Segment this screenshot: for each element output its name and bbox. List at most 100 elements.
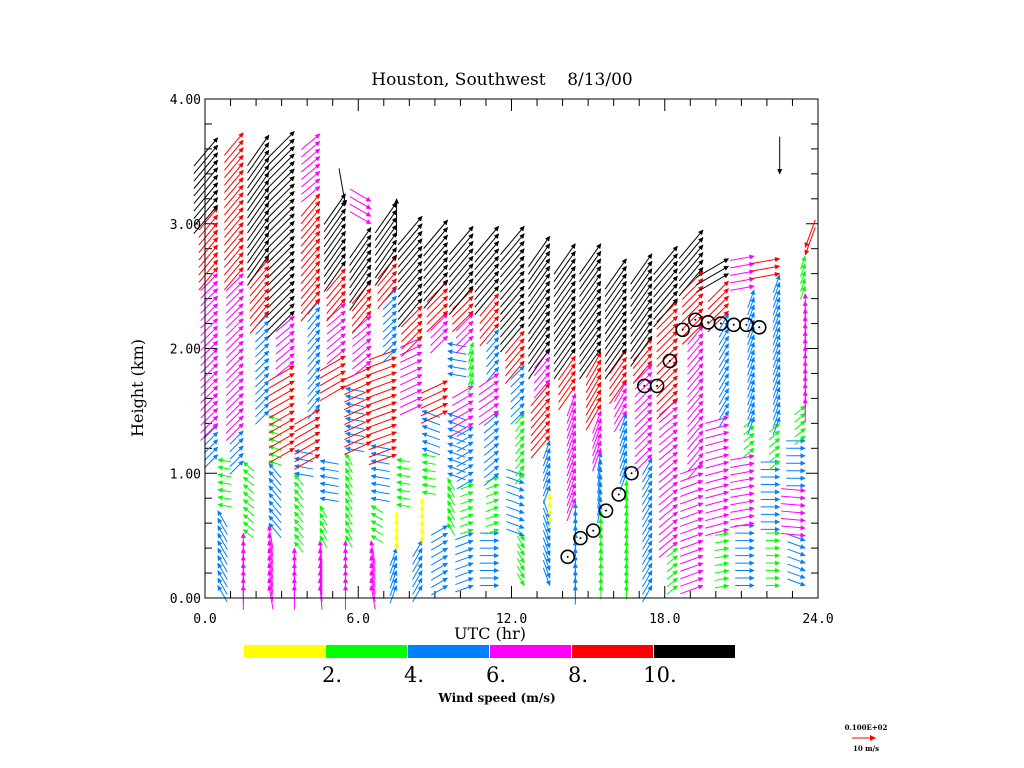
wind-vector: [566, 475, 577, 499]
wind-vector: [225, 400, 244, 419]
wind-vector: [225, 355, 244, 374]
wind-vector: [730, 276, 755, 284]
vector-shaft: [504, 330, 525, 354]
vector-shaft: [499, 255, 525, 286]
wind-vector: [609, 379, 627, 405]
wind-vector: [634, 416, 653, 435]
vector-head: [621, 402, 627, 409]
wind-vector: [267, 280, 295, 308]
wind-vector: [786, 468, 806, 474]
wind-vector: [447, 464, 466, 473]
vector-head: [519, 293, 525, 299]
vector-head: [749, 521, 755, 527]
wind-vector: [344, 404, 372, 418]
vector-shaft: [326, 275, 346, 299]
wind-vector: [351, 310, 372, 334]
vector-shaft: [267, 183, 295, 211]
wind-vector: [579, 273, 602, 305]
wind-vector: [323, 215, 346, 248]
vector-shaft: [326, 298, 346, 322]
vector-shaft: [630, 305, 653, 337]
wind-vector: [705, 513, 730, 522]
vector-head: [238, 430, 244, 437]
vector-head: [723, 372, 729, 379]
wind-vector: [430, 532, 449, 544]
vector-head: [416, 396, 423, 402]
wind-vector: [542, 462, 551, 482]
vector-head: [242, 529, 249, 535]
wind-vector: [592, 447, 602, 472]
wind-vector: [319, 520, 328, 533]
wind-vector: [566, 430, 577, 454]
vector-head: [314, 283, 321, 289]
vector-head: [340, 245, 346, 252]
wind-vector: [800, 278, 807, 292]
wind-vector: [553, 250, 576, 282]
wind-vector: [658, 406, 678, 424]
x-tick-label: 0.0: [193, 612, 216, 627]
vector-shaft: [198, 259, 219, 283]
vector-head: [421, 447, 428, 453]
vector-head: [519, 308, 525, 314]
wind-vector: [516, 550, 525, 564]
vector-head: [391, 232, 397, 238]
vector-shaft: [528, 295, 551, 327]
vector-head: [342, 199, 348, 206]
vector-head: [672, 260, 678, 267]
wind-vector: [225, 310, 244, 329]
wind-vector: [198, 266, 219, 291]
vector-shaft: [474, 270, 500, 300]
wind-vector: [448, 263, 474, 293]
vector-head: [263, 395, 270, 402]
vector-head: [217, 525, 223, 532]
wind-vector: [200, 340, 219, 359]
wind-vector: [225, 340, 244, 359]
vector-shaft: [397, 283, 423, 313]
wind-vector: [630, 320, 653, 352]
vector-head: [467, 554, 474, 560]
wind-vector: [592, 425, 602, 449]
vector-head: [314, 156, 321, 162]
wind-vector: [467, 341, 474, 356]
vector-head: [647, 585, 653, 591]
vector-head: [672, 308, 678, 314]
vector-head: [571, 400, 577, 407]
vector-shaft: [351, 310, 372, 334]
vector-head: [570, 295, 576, 302]
wind-vector: [747, 334, 755, 353]
vector-head: [264, 254, 270, 261]
vector-head: [621, 273, 627, 280]
vector-head: [314, 416, 321, 422]
wind-vector: [528, 303, 551, 335]
vector-shaft: [294, 446, 321, 463]
vector-head: [493, 344, 500, 351]
wind-vector: [772, 356, 781, 376]
vector-head: [672, 421, 678, 428]
vector-head: [467, 491, 474, 497]
vector-head: [750, 349, 755, 356]
wind-vector: [293, 471, 314, 478]
wind-vector: [217, 555, 228, 573]
vector-head: [774, 489, 781, 495]
vector-shaft: [528, 348, 551, 380]
wind-vector: [542, 440, 551, 459]
wind-vector: [630, 283, 653, 315]
wind-vector: [781, 517, 806, 523]
vector-shaft: [653, 298, 678, 328]
vector-head: [370, 489, 377, 495]
vector-head: [391, 453, 398, 459]
wind-vector: [474, 248, 500, 278]
wind-vector: [747, 296, 755, 316]
vector-head: [698, 237, 704, 243]
vector-head: [596, 243, 602, 250]
wind-vector: [530, 427, 551, 452]
wind-vector: [510, 410, 525, 425]
vector-shaft: [474, 233, 500, 263]
vector-head: [370, 512, 377, 518]
wind-vector: [533, 356, 551, 377]
vector-head: [391, 371, 398, 377]
vector-head: [314, 336, 321, 343]
wind-vector: [448, 285, 474, 315]
vector-head: [467, 539, 474, 545]
wind-vector: [800, 263, 807, 277]
